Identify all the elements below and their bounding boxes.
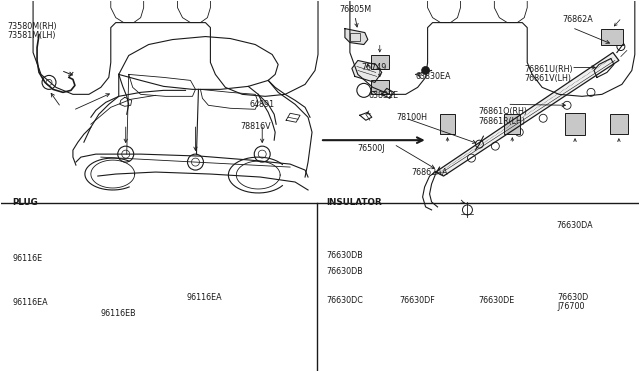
Text: 76861V(LH): 76861V(LH) [524, 74, 571, 83]
Text: 76862A: 76862A [563, 15, 593, 24]
Text: 63832E: 63832E [369, 91, 399, 100]
Bar [565, 113, 585, 135]
Circle shape [515, 128, 524, 136]
Text: 96116E: 96116E [13, 254, 43, 263]
Circle shape [587, 89, 595, 96]
Text: 76805M: 76805M [339, 6, 371, 15]
Circle shape [422, 67, 429, 74]
Text: 96116EA: 96116EA [186, 293, 221, 302]
Bar [601, 29, 623, 45]
Text: 76861U(RH): 76861U(RH) [524, 65, 573, 74]
Text: 76861R(LH): 76861R(LH) [478, 117, 525, 126]
Bar [504, 114, 520, 134]
Polygon shape [345, 29, 368, 45]
Text: J76700: J76700 [557, 302, 585, 311]
Bar [371, 80, 388, 94]
Text: INSULATOR: INSULATOR [326, 198, 382, 207]
Text: 76500J: 76500J [357, 144, 385, 153]
Text: 78816V: 78816V [240, 122, 271, 131]
Polygon shape [352, 61, 382, 82]
Text: 63830EA: 63830EA [415, 72, 451, 81]
Bar [610, 114, 628, 134]
Text: 96116EA: 96116EA [13, 298, 48, 307]
Text: 78100H: 78100H [397, 113, 428, 122]
Bar [350, 33, 360, 41]
Polygon shape [436, 52, 619, 176]
Text: 76630DC: 76630DC [326, 296, 364, 305]
Text: 76630DA: 76630DA [556, 221, 593, 230]
Text: 73580M(RH): 73580M(RH) [8, 22, 57, 31]
Text: PLUG: PLUG [13, 198, 38, 207]
Text: 76862AA: 76862AA [411, 168, 447, 177]
Text: 76630DE: 76630DE [478, 296, 515, 305]
Text: 96116EB: 96116EB [100, 310, 136, 318]
Bar [371, 55, 388, 70]
Circle shape [467, 154, 476, 162]
Text: 76749: 76749 [362, 63, 387, 72]
Circle shape [492, 142, 499, 150]
Text: 76861Q(RH): 76861Q(RH) [478, 108, 527, 116]
Text: 76630D: 76630D [557, 293, 588, 302]
Bar [440, 114, 456, 134]
Text: 76630DB: 76630DB [326, 251, 363, 260]
Circle shape [563, 101, 571, 109]
Circle shape [539, 114, 547, 122]
Text: 76630DF: 76630DF [399, 296, 435, 305]
Text: 64891: 64891 [250, 100, 275, 109]
Text: 73581M(LH): 73581M(LH) [8, 31, 56, 41]
Text: 76630DB: 76630DB [326, 267, 363, 276]
